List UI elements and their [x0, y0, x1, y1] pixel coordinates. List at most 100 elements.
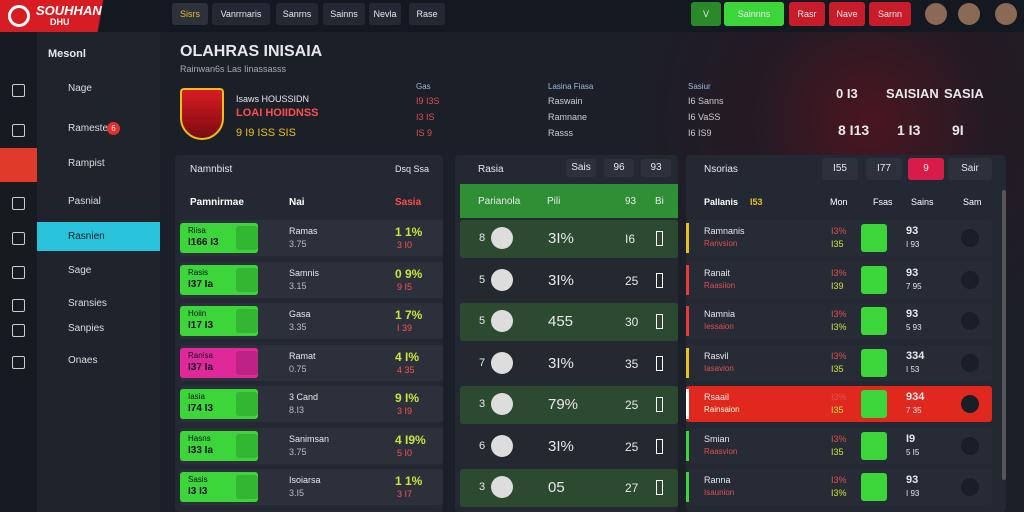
row-accent: [686, 389, 689, 419]
match-icon[interactable]: [961, 229, 979, 247]
nav-item[interactable]: Rasnien: [68, 231, 105, 242]
nav-tab[interactable]: Rase: [409, 3, 445, 25]
match-name: Smian: [704, 433, 730, 444]
stat-head: Gas: [416, 82, 431, 91]
odds-percent: 1 1%: [395, 225, 423, 239]
nav-badge: 6: [107, 122, 120, 135]
check[interactable]: [236, 267, 258, 292]
match-icon[interactable]: [961, 312, 979, 330]
match-pct2: I3%: [831, 488, 847, 498]
match-icon[interactable]: [961, 395, 979, 413]
bet-button[interactable]: [861, 431, 887, 460]
nav-tab[interactable]: Nevla: [369, 3, 401, 25]
odds-box[interactable]: [180, 264, 258, 295]
match-sub: Raasvion: [704, 446, 738, 456]
nav-item[interactable]: Sransies: [68, 298, 107, 309]
column-header: Parianola: [478, 196, 521, 207]
odds-value: I74 I3: [188, 403, 214, 414]
nav-tab[interactable]: Sanrns: [276, 3, 318, 25]
check[interactable]: [236, 309, 258, 333]
panel-button[interactable]: Sair: [948, 158, 992, 180]
stat-head: Sasiur: [688, 82, 711, 91]
match-sub: Ranvsion: [704, 239, 738, 248]
match-icon[interactable]: [961, 353, 979, 372]
panel-header-row: [460, 184, 678, 218]
nav-icon: [12, 324, 25, 337]
panel-title: Nsorias: [704, 164, 738, 175]
odds-box[interactable]: [180, 472, 258, 502]
column-header[interactable]: Sains: [911, 197, 934, 207]
row-accent: [686, 347, 689, 378]
bet-button[interactable]: [861, 224, 887, 252]
match-row: [686, 386, 992, 422]
odds-box[interactable]: [180, 430, 258, 461]
top-action[interactable]: Nave: [829, 2, 865, 26]
bet-button[interactable]: [861, 473, 887, 501]
column-header[interactable]: Sam: [963, 197, 982, 207]
nav-tab[interactable]: Sisrs: [172, 3, 208, 25]
check[interactable]: [236, 226, 258, 250]
column-header: 93: [625, 196, 637, 207]
nav-item[interactable]: Pasnial: [68, 196, 101, 207]
odds-box[interactable]: [180, 389, 258, 419]
avatar: [491, 393, 513, 415]
rank-percent: 3I%: [548, 271, 574, 289]
panel-button[interactable]: I77: [866, 158, 902, 180]
match-value: I9: [906, 432, 916, 445]
column-header: Pallanis: [704, 197, 739, 207]
panel-button[interactable]: Sais: [566, 159, 596, 177]
bet-button[interactable]: [861, 390, 887, 418]
rank-number: 25: [625, 439, 639, 454]
column-header[interactable]: Fsas: [873, 197, 893, 207]
score: 9I: [952, 122, 964, 138]
avatar: [925, 3, 947, 25]
nav-item[interactable]: Nage: [68, 83, 92, 94]
score: 8 I13: [838, 122, 870, 138]
odds-box[interactable]: [180, 347, 258, 378]
panel-button[interactable]: 93: [641, 159, 671, 177]
match-value: 93: [906, 308, 919, 320]
top-action[interactable]: Rasr: [789, 2, 825, 26]
check[interactable]: [236, 392, 258, 416]
nav-item[interactable]: Sanpies: [68, 323, 105, 334]
column-header: Sasia: [395, 197, 422, 208]
nav-item[interactable]: Rameste: [68, 123, 109, 134]
nav-icon: [12, 232, 25, 245]
bet-button[interactable]: [861, 348, 887, 377]
odds-box[interactable]: [180, 223, 258, 253]
odds-box[interactable]: [180, 306, 258, 336]
nav-icon: [12, 84, 25, 97]
rank: 3: [479, 481, 486, 493]
nav-item[interactable]: Onaes: [68, 355, 98, 366]
player-sub: 3.I5: [289, 488, 305, 498]
bet-button[interactable]: [861, 307, 887, 335]
panel-button[interactable]: 96: [604, 159, 634, 177]
rank: 7: [479, 356, 486, 369]
avatar: [995, 3, 1017, 25]
nav-item[interactable]: Rampist: [68, 158, 105, 169]
nav-tab[interactable]: Sainns: [323, 3, 365, 25]
nav-tab[interactable]: Vanrrnaris: [212, 3, 270, 25]
bet-button[interactable]: [861, 265, 887, 294]
top-action[interactable]: Sainnns: [724, 2, 784, 26]
match-icon[interactable]: [961, 436, 979, 455]
match-name: Rasvil: [704, 350, 729, 361]
match-sub: Rainsaion: [704, 405, 740, 414]
odds-sub: 3 I0: [397, 240, 413, 250]
check[interactable]: [236, 350, 258, 375]
match-icon[interactable]: [961, 478, 979, 496]
match-name: Rsaail: [704, 392, 730, 402]
odds-value: I37 Ia: [188, 361, 214, 373]
panel-button[interactable]: 9: [908, 158, 944, 180]
nav-item[interactable]: Sage: [68, 265, 92, 276]
match-icon[interactable]: [961, 270, 979, 289]
top-action[interactable]: Sarnn: [869, 2, 911, 26]
panel-button[interactable]: I55: [822, 158, 858, 180]
avatar: [958, 3, 980, 25]
top-action[interactable]: V: [691, 2, 721, 26]
check[interactable]: [236, 433, 258, 458]
panel-tag: Dsq Ssa: [395, 164, 430, 174]
match-value-sub: 5 I5: [906, 447, 920, 457]
team-crest: [180, 88, 224, 140]
check[interactable]: [236, 475, 258, 499]
